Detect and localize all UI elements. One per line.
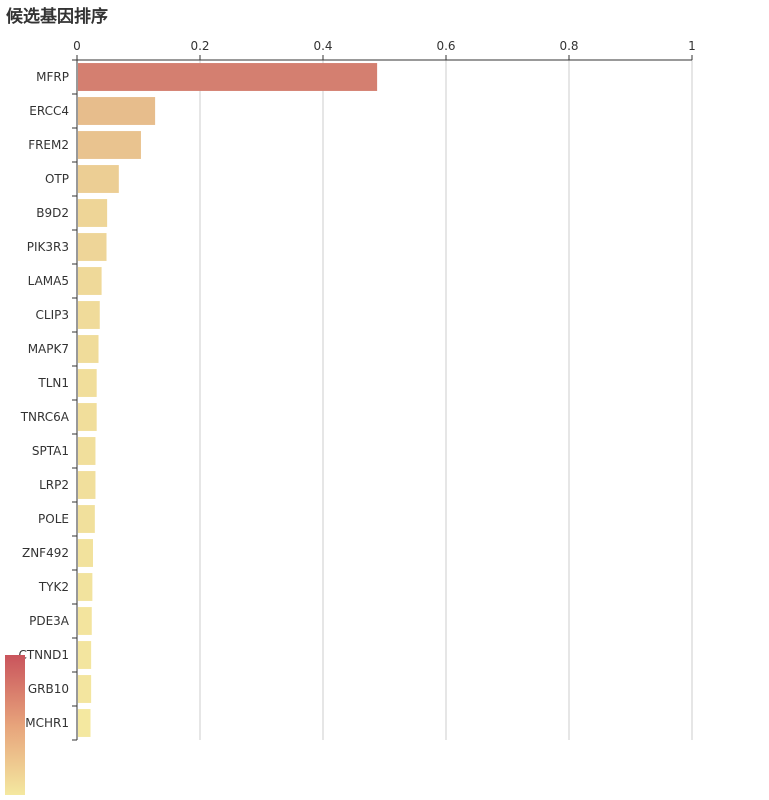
- bars: [78, 63, 378, 737]
- y-category-label: SPTA1: [32, 444, 69, 458]
- y-category-label: PIK3R3: [27, 240, 69, 254]
- x-tick-label: 0.2: [190, 39, 209, 53]
- y-category-label: CLIP3: [36, 308, 69, 322]
- y-category-label: B9D2: [36, 206, 69, 220]
- bar-mchr1[interactable]: [78, 709, 91, 737]
- bar-mfrp[interactable]: [78, 63, 378, 91]
- axes: 0 0.2 0.4 0.6 0.8 1 MFRP ERCC4 FREM2 OTP B9D2 PIK3R…: [18, 39, 696, 741]
- y-category-label: ERCC4: [29, 104, 69, 118]
- bar-clip3[interactable]: [78, 301, 100, 329]
- bar-ctnnd1[interactable]: [78, 641, 92, 669]
- bar-frem2[interactable]: [78, 131, 141, 159]
- bar-otp[interactable]: [78, 165, 119, 193]
- y-category-label: MFRP: [36, 70, 69, 84]
- chart-title: 候选基因排序: [6, 7, 108, 27]
- y-category-label: TNRC6A: [20, 410, 70, 424]
- bar-spta1[interactable]: [78, 437, 96, 465]
- y-category-label: TYK2: [38, 580, 69, 594]
- y-category-label: CTNND1: [18, 648, 69, 662]
- x-tick-label: 0.8: [559, 39, 578, 53]
- x-tick-label: 0.6: [436, 39, 455, 53]
- visual-map-legend[interactable]: [5, 655, 25, 795]
- y-category-label: ZNF492: [22, 546, 69, 560]
- visual-map-gradient: [5, 655, 25, 795]
- y-category-label: GRB10: [28, 682, 69, 696]
- bar-b9d2[interactable]: [78, 199, 108, 227]
- y-category-label: POLE: [38, 512, 69, 526]
- bar-pole[interactable]: [78, 505, 95, 533]
- y-category-label: MAPK7: [28, 342, 69, 356]
- bar-tln1[interactable]: [78, 369, 97, 397]
- bar-tnrc6a[interactable]: [78, 403, 97, 431]
- grid-lines: [199, 60, 693, 740]
- bar-mapk7[interactable]: [78, 335, 99, 363]
- y-category-label: TLN1: [37, 376, 69, 390]
- x-tick-label: 0: [73, 39, 81, 53]
- y-category-label: FREM2: [28, 138, 69, 152]
- x-tick-label: 1: [688, 39, 696, 53]
- bar-pik3r3[interactable]: [78, 233, 107, 261]
- bar-grb10[interactable]: [78, 675, 92, 703]
- x-tick-label: 0.4: [313, 39, 332, 53]
- bar-ercc4[interactable]: [78, 97, 156, 125]
- y-category-label: OTP: [45, 172, 69, 186]
- bar-lrp2[interactable]: [78, 471, 96, 499]
- bar-pde3a[interactable]: [78, 607, 92, 635]
- y-category-label: LAMA5: [28, 274, 69, 288]
- bar-znf492[interactable]: [78, 539, 93, 567]
- y-category-label: MCHR1: [25, 716, 69, 730]
- y-category-label: PDE3A: [29, 614, 70, 628]
- bar-lama5[interactable]: [78, 267, 102, 295]
- y-category-label: LRP2: [39, 478, 69, 492]
- bar-tyk2[interactable]: [78, 573, 93, 601]
